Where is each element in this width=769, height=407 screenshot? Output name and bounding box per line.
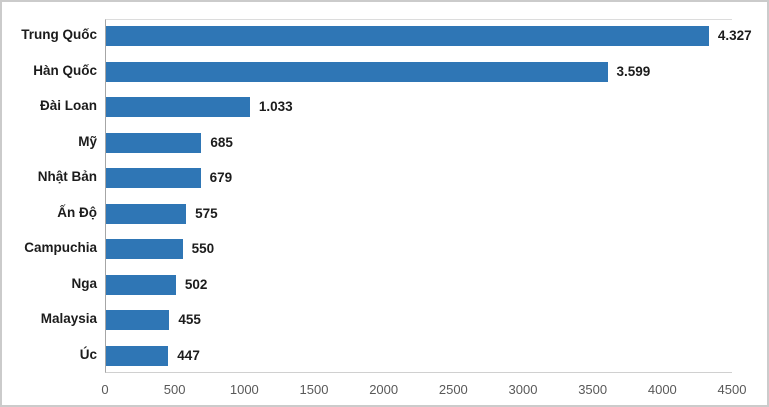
bar-value-label: 455 bbox=[178, 312, 201, 327]
category-label: Mỹ bbox=[78, 133, 97, 149]
category-axis: Trung Quốc Hàn Quốc Đài Loan Mỹ Nhật Bản Ấn Đ… bbox=[2, 19, 97, 373]
x-tick-label: 3500 bbox=[578, 382, 608, 397]
x-tick-label: 1000 bbox=[229, 382, 259, 397]
bar bbox=[106, 203, 187, 224]
x-tick-label: 0 bbox=[101, 382, 109, 397]
bar-value-label: 679 bbox=[209, 170, 233, 185]
category-label: Ấn Độ bbox=[57, 204, 97, 220]
category-label: Malaysia bbox=[40, 311, 97, 326]
bar bbox=[106, 345, 169, 366]
bar-value-label: 447 bbox=[177, 347, 200, 363]
bar bbox=[106, 168, 201, 188]
bar-value-label: 550 bbox=[191, 241, 215, 256]
bar bbox=[106, 61, 608, 82]
category-label: Đài Loan bbox=[39, 98, 97, 113]
category-label: Trung Quốc bbox=[21, 27, 97, 42]
bar bbox=[106, 274, 176, 295]
bar-value-label: 685 bbox=[210, 134, 233, 150]
x-tick-label: 2500 bbox=[438, 382, 468, 397]
category-label: Campuchia bbox=[24, 240, 97, 255]
bar bbox=[106, 132, 202, 153]
bar bbox=[106, 239, 183, 259]
bar bbox=[106, 97, 250, 117]
bar-value-label: 502 bbox=[184, 276, 208, 292]
x-tick-label: 4500 bbox=[717, 382, 747, 397]
plot-area: 4.327 3.599 1.033 685 679 575 550 502 455 447 bbox=[105, 19, 752, 373]
category-label: Úc bbox=[79, 346, 97, 362]
bar-value-label: 3.599 bbox=[616, 63, 651, 79]
bar-value-label: 4.327 bbox=[717, 28, 752, 43]
x-tick-label: 3000 bbox=[508, 382, 538, 397]
bar bbox=[106, 310, 170, 330]
category-label: Nga bbox=[71, 275, 97, 291]
x-tick-label: 4000 bbox=[647, 382, 677, 397]
x-axis: 0 500 1000 1500 2000 2500 3000 3500 4000 4500 bbox=[101, 382, 746, 400]
bar-value-label: 575 bbox=[195, 205, 218, 221]
category-label: Nhật Bản bbox=[37, 169, 97, 184]
category-label: Hàn Quốc bbox=[33, 62, 97, 78]
x-tick-label: 1500 bbox=[299, 382, 329, 397]
bar-value-label: 1.033 bbox=[258, 99, 293, 114]
x-tick-label: 500 bbox=[163, 382, 186, 397]
bar bbox=[106, 26, 709, 46]
x-tick-label: 2000 bbox=[369, 382, 399, 397]
